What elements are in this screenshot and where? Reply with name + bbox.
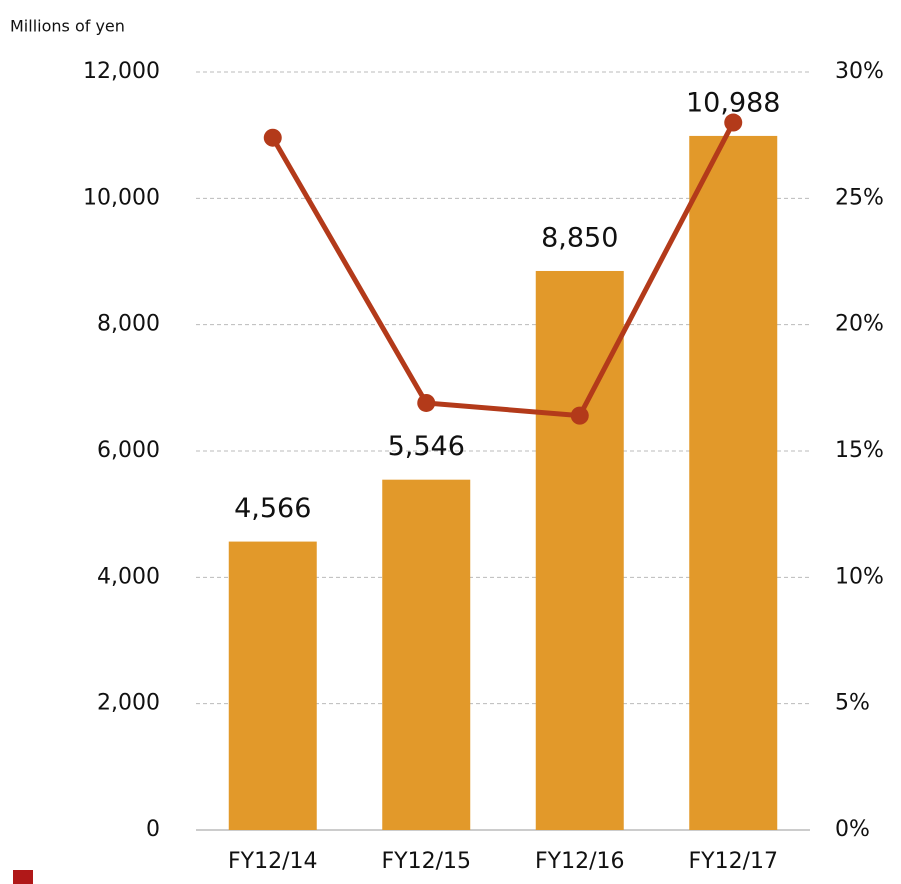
value-label: 8,850 [541,222,618,253]
y-tick-label: 10,000 [83,185,160,210]
legend-swatch [13,870,33,884]
y2-tick-label: 15% [835,438,884,463]
y-tick-label: 4,000 [97,564,160,589]
line-marker [724,113,743,132]
line-marker [570,406,589,425]
y2-tick-label: 10% [835,564,884,589]
x-tick-label: FY12/16 [535,849,625,874]
y2-tick-label: 25% [835,185,884,210]
line [270,121,736,419]
value-label: 10,988 [686,87,780,118]
y2-tick-label: 30% [835,59,884,84]
value-label: 5,546 [388,431,465,462]
y2-tick-label: 0% [835,817,870,842]
line-marker [263,128,282,147]
bar [689,135,778,830]
y-axis-title: Millions of yen [10,17,125,36]
bar [382,479,471,830]
value-label: 4,566 [234,493,311,524]
y-tick-label: 0 [146,817,160,842]
y2-tick-label: 20% [835,312,884,337]
line-marker [417,393,436,412]
x-tick-label: FY12/17 [689,849,779,874]
y-tick-label: 2,000 [97,691,160,716]
x-tick-label: FY12/14 [228,849,318,874]
y-tick-label: 6,000 [97,438,160,463]
x-tick-label: FY12/15 [382,849,472,874]
bar [228,541,317,830]
y2-tick-label: 5% [835,691,870,716]
y-tick-label: 12,000 [83,59,160,84]
y-tick-label: 8,000 [97,312,160,337]
